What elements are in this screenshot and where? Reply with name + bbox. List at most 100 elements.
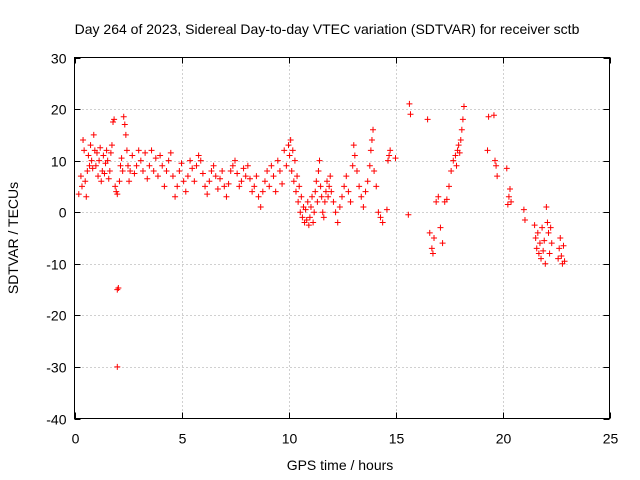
- data-point: [521, 216, 528, 223]
- data-point: [169, 173, 176, 180]
- data-point: [386, 152, 393, 159]
- data-point: [540, 247, 547, 254]
- data-point: [212, 173, 219, 180]
- data-point: [272, 188, 279, 195]
- data-point: [439, 240, 446, 247]
- data-point: [97, 144, 104, 151]
- data-point: [116, 178, 123, 185]
- data-point: [351, 152, 358, 159]
- data-point: [330, 198, 337, 205]
- data-point: [349, 162, 356, 169]
- data-point: [129, 152, 136, 159]
- data-point: [253, 173, 260, 180]
- x-tick-label: 10: [282, 431, 298, 447]
- data-point: [85, 152, 92, 159]
- data-point: [560, 242, 567, 249]
- data-point: [112, 183, 119, 190]
- data-point: [113, 188, 120, 195]
- data-point: [106, 167, 113, 174]
- data-point: [146, 162, 153, 169]
- data-point: [225, 180, 232, 187]
- data-point: [193, 162, 200, 169]
- data-point: [142, 149, 149, 156]
- data-point: [157, 152, 164, 159]
- data-point: [110, 118, 117, 125]
- data-point: [123, 147, 130, 154]
- data-point: [318, 193, 325, 200]
- data-point: [122, 131, 129, 138]
- data-point: [299, 214, 306, 221]
- data-point: [118, 155, 125, 162]
- data-point: [364, 178, 371, 185]
- data-point: [545, 229, 552, 236]
- data-point: [310, 219, 317, 226]
- data-point: [98, 178, 105, 185]
- data-point: [150, 167, 157, 174]
- data-point: [366, 162, 373, 169]
- data-point: [178, 160, 185, 167]
- data-point: [219, 167, 226, 174]
- data-point: [114, 286, 121, 293]
- data-point: [148, 147, 155, 154]
- data-points: [75, 100, 568, 370]
- data-point: [75, 191, 82, 198]
- data-point: [341, 183, 348, 190]
- data-point: [367, 147, 374, 154]
- data-point: [533, 245, 540, 252]
- data-point: [504, 201, 511, 208]
- data-point: [125, 162, 131, 169]
- data-point: [339, 193, 345, 200]
- chart-title: Day 264 of 2023, Sidereal Day-to-day VTE…: [75, 21, 580, 37]
- data-point: [541, 237, 548, 244]
- data-point: [328, 188, 335, 195]
- data-point: [104, 157, 111, 164]
- data-point: [313, 178, 320, 185]
- data-point: [131, 170, 138, 177]
- data-point: [126, 178, 133, 185]
- data-point: [387, 147, 394, 154]
- data-point: [446, 183, 452, 190]
- data-point: [117, 162, 124, 169]
- data-point: [452, 152, 459, 159]
- data-point: [490, 112, 497, 119]
- data-point: [303, 216, 310, 223]
- data-point: [358, 193, 365, 200]
- data-point: [305, 222, 312, 229]
- data-point: [350, 142, 357, 149]
- data-point: [121, 121, 128, 128]
- data-point: [320, 214, 327, 221]
- data-point: [321, 198, 328, 205]
- data-point: [457, 137, 464, 144]
- data-point: [276, 167, 283, 174]
- data-point: [290, 178, 297, 185]
- data-point: [375, 209, 382, 216]
- data-point: [286, 152, 293, 159]
- data-point: [246, 175, 253, 182]
- data-point: [89, 165, 96, 172]
- data-point: [326, 183, 333, 190]
- data-point: [103, 147, 110, 154]
- data-point: [289, 147, 296, 154]
- data-point: [261, 178, 268, 185]
- data-point: [191, 178, 198, 185]
- data-point: [287, 137, 294, 144]
- data-point: [317, 183, 324, 190]
- data-point: [484, 147, 491, 154]
- data-point: [249, 188, 256, 195]
- data-point: [298, 193, 305, 200]
- x-tick-label: 0: [72, 431, 80, 447]
- data-point: [407, 111, 414, 118]
- data-point: [259, 188, 266, 195]
- data-point: [431, 235, 438, 241]
- data-point: [221, 183, 228, 190]
- data-point: [532, 235, 539, 241]
- data-point: [360, 204, 367, 211]
- data-point: [368, 137, 375, 144]
- data-point: [161, 183, 168, 190]
- data-point: [114, 191, 121, 198]
- data-point: [555, 255, 562, 262]
- data-point: [353, 167, 360, 174]
- y-tick-label: 20: [51, 102, 67, 118]
- data-point: [92, 162, 99, 169]
- data-point: [332, 209, 339, 216]
